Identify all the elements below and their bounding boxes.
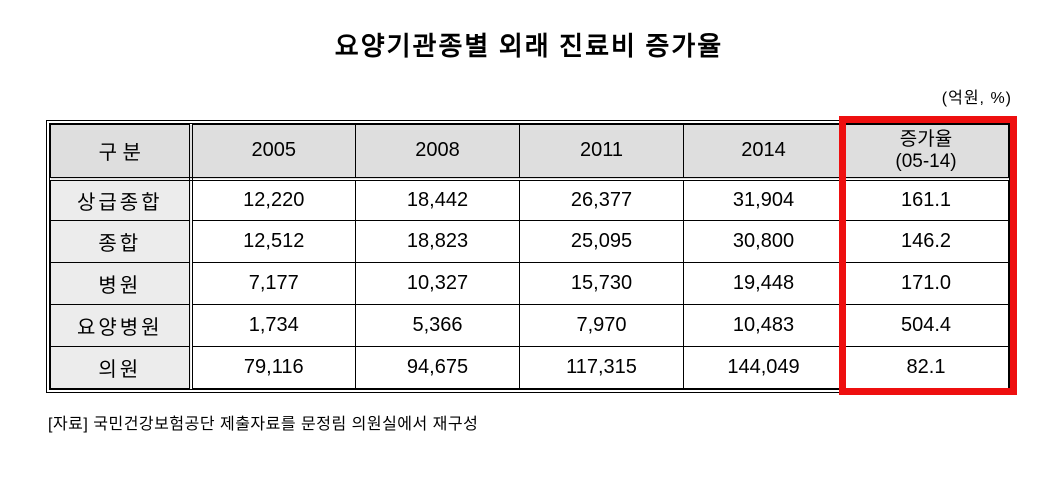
cell-value: 7,970 — [519, 304, 684, 347]
cell-value: 31,904 — [683, 178, 844, 221]
row-label: 요양병원 — [50, 304, 193, 347]
page-title: 요양기관종별 외래 진료비 증가율 — [334, 32, 724, 61]
cell-value-growth: 146.2 — [843, 220, 1009, 263]
table-row: 상급종합 12,220 18,442 26,377 31,904 161.1 — [50, 178, 1009, 221]
cell-value-growth: 82.1 — [843, 346, 1009, 389]
cell-value: 117,315 — [519, 346, 684, 389]
unit-label: (억원, %) — [941, 90, 1012, 107]
cell-value: 79,116 — [190, 346, 356, 389]
cell-value: 5,366 — [355, 304, 520, 347]
cell-value: 1,734 — [190, 304, 356, 347]
cell-value-growth: 161.1 — [843, 178, 1009, 221]
table-row: 병원 7,177 10,327 15,730 19,448 171.0 — [50, 262, 1009, 305]
row-label: 종합 — [50, 220, 193, 263]
cell-value: 30,800 — [683, 220, 844, 263]
cell-value: 15,730 — [519, 262, 684, 305]
row-label: 상급종합 — [50, 178, 193, 221]
cell-value: 144,049 — [683, 346, 844, 389]
row-label: 병원 — [50, 262, 193, 305]
cell-value: 12,220 — [190, 178, 356, 221]
header-cell-label: 구 분 — [50, 124, 193, 181]
cell-value: 19,448 — [683, 262, 844, 305]
table-row: 의원 79,116 94,675 117,315 144,049 82.1 — [50, 346, 1009, 389]
source-note: [자료] 국민건강보험공단 제출자료를 문정림 의원실에서 재구성 — [48, 416, 479, 433]
data-table-frame: 구 분 2005 2008 2011 2014 증가율 (05-14) 상급종합… — [46, 120, 1013, 393]
header-cell-2014: 2014 — [683, 124, 844, 181]
header-cell-2008: 2008 — [355, 124, 520, 181]
cell-value: 10,327 — [355, 262, 520, 305]
cell-value: 18,823 — [355, 220, 520, 263]
header-cell-growth-rate: 증가율 (05-14) — [843, 124, 1009, 181]
header-cell-2011: 2011 — [519, 124, 684, 181]
table-row: 요양병원 1,734 5,366 7,970 10,483 504.4 — [50, 304, 1009, 347]
header-cell-2005: 2005 — [190, 124, 356, 181]
data-table: 구 분 2005 2008 2011 2014 증가율 (05-14) 상급종합… — [50, 124, 1009, 389]
cell-value: 25,095 — [519, 220, 684, 263]
cell-value-growth: 504.4 — [843, 304, 1009, 347]
cell-value-growth: 171.0 — [843, 262, 1009, 305]
row-label: 의원 — [50, 346, 193, 389]
cell-value: 26,377 — [519, 178, 684, 221]
table-header-row: 구 분 2005 2008 2011 2014 증가율 (05-14) — [50, 124, 1009, 181]
cell-value: 94,675 — [355, 346, 520, 389]
cell-value: 18,442 — [355, 178, 520, 221]
cell-value: 10,483 — [683, 304, 844, 347]
table-row: 종합 12,512 18,823 25,095 30,800 146.2 — [50, 220, 1009, 263]
cell-value: 7,177 — [190, 262, 356, 305]
cell-value: 12,512 — [190, 220, 356, 263]
